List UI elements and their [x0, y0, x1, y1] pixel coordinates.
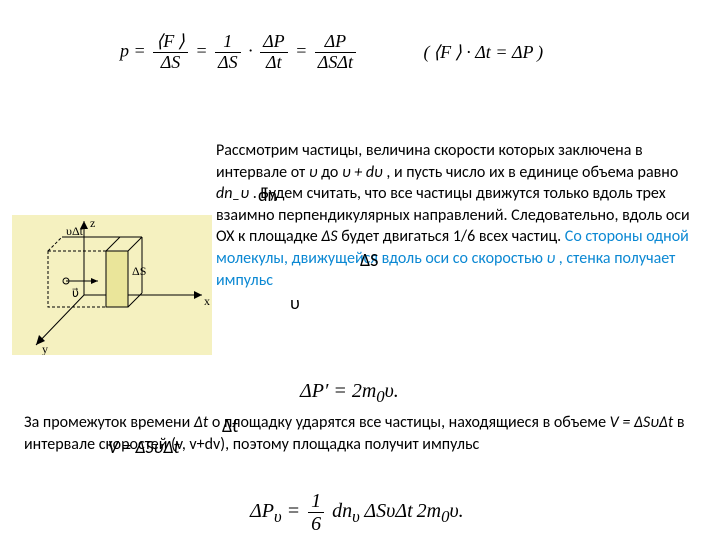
cube-svg: x y z ΔS υΔt υ⃗: [12, 215, 212, 355]
axis-x-label: x: [204, 294, 210, 308]
vec-label: υ⃗: [72, 286, 79, 300]
edge-label: υΔt: [66, 224, 84, 238]
equation-dp-prime: ΔP′ = 2m0υ.: [300, 380, 399, 407]
overlay-vol: V = ΔSυΔt: [108, 436, 180, 458]
cube-diagram: x y z ΔS υΔt υ⃗: [12, 215, 212, 355]
p1-sym-vb: υ: [547, 249, 556, 268]
overlay-dt: Δt: [222, 415, 238, 437]
p1-sym-vd: υ + dυ: [342, 163, 383, 182]
face-label: ΔS: [132, 264, 146, 278]
overlay-v: υ: [290, 292, 300, 314]
p2-t1: За промежуток времени: [24, 413, 194, 432]
p1-t3: , и пусть число их в единице объема равн…: [386, 163, 678, 182]
overlay-ds: ΔS: [360, 249, 378, 271]
equation-pressure: p = ⟨F ⟩ΔS = 1ΔS · ΔPΔt = ΔPΔSΔt ( ⟨F ⟩ …: [120, 32, 660, 73]
p2-t2: о площадку ударятся все частицы, находящ…: [212, 413, 610, 432]
equation-dp-v: ΔPυ = 16 dnυ ΔSυΔt 2m0υ.: [250, 490, 464, 535]
overlay-dn: dn: [258, 184, 277, 206]
eq-top-right: ( ⟨F ⟩ · Δt = ΔP ): [423, 42, 543, 63]
p1-t5: будет двигаться 1/6 всех частиц.: [341, 227, 565, 246]
axis-z-label: z: [90, 216, 95, 230]
p1-sym-ds: ΔS: [321, 227, 337, 246]
p2-sym-vol: V = ΔSυΔt: [610, 413, 674, 432]
p1-t2: до: [321, 163, 342, 182]
eq-top-left: p = ⟨F ⟩ΔS = 1ΔS · ΔPΔt = ΔPΔSΔt: [120, 32, 359, 73]
p1-sym-dn: dn_υ: [216, 184, 249, 203]
p1-sym-v: υ: [309, 163, 318, 182]
p2-sym-dt: Δt: [194, 413, 208, 432]
axis-y-label: y: [42, 342, 48, 355]
paragraph-1: Рассмотрим частицы, величина скорости ко…: [216, 140, 706, 291]
